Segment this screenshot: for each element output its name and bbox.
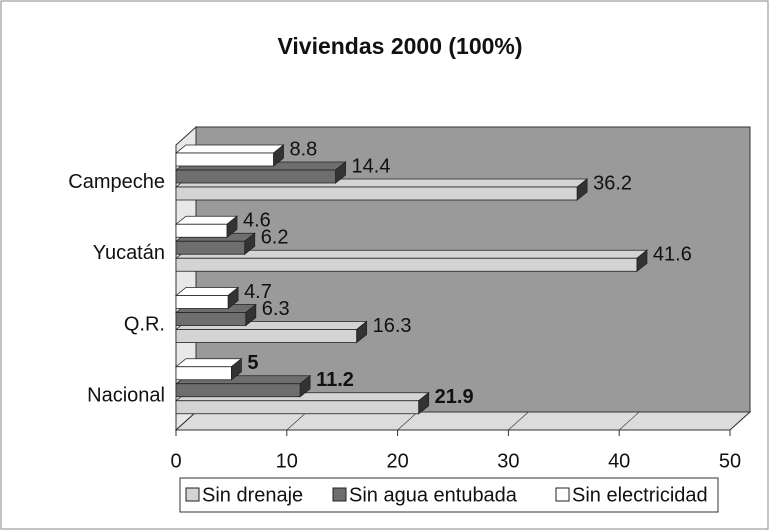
data-label: 5 <box>247 352 258 374</box>
x-tick-label: 30 <box>497 450 519 472</box>
grid-line <box>508 411 529 431</box>
bar-front <box>175 257 638 272</box>
legend-label: Sin electricidad <box>572 484 708 506</box>
bar-front <box>175 240 246 255</box>
x-tick-label: 20 <box>386 450 408 472</box>
bar-top <box>174 287 240 296</box>
bar <box>174 215 239 239</box>
bar-front <box>175 383 301 398</box>
bar-top <box>174 144 285 154</box>
grid-line <box>175 411 197 431</box>
y-tick-label: Campeche <box>68 171 165 193</box>
floor <box>174 411 752 431</box>
y-tick-label: Yucatán <box>93 242 165 264</box>
bar <box>174 374 312 398</box>
data-label: 6.3 <box>262 298 290 320</box>
bar <box>174 144 285 167</box>
bar <box>174 357 243 381</box>
bar-top <box>174 215 239 225</box>
bar <box>174 286 240 310</box>
x-tick-label: 40 <box>608 450 630 472</box>
legend-label: Sin agua entubada <box>349 484 518 506</box>
data-label: 36.2 <box>593 172 632 194</box>
grid-line <box>729 411 751 431</box>
x-tick-label: 50 <box>719 450 741 472</box>
data-label: 16.3 <box>373 315 412 337</box>
bar-front <box>175 312 247 326</box>
bar-top <box>174 358 243 368</box>
legend-swatch <box>555 487 570 502</box>
data-label: 4.7 <box>244 281 272 303</box>
legend-box <box>179 477 719 513</box>
bar <box>174 249 649 273</box>
y-tick-label: Q.R. <box>124 313 165 335</box>
data-label: 6.2 <box>261 227 289 249</box>
bar-front <box>175 223 228 238</box>
bar-front <box>175 366 232 381</box>
y-tick-label: Nacional <box>87 385 165 407</box>
x-tick-label: 10 <box>276 450 298 472</box>
bar-front <box>175 186 578 201</box>
data-label: 21.9 <box>435 386 474 408</box>
grid-line <box>286 411 308 431</box>
chart-title: Viviendas 2000 (100%) <box>277 33 522 59</box>
bar-front <box>175 169 336 184</box>
legend-label: Sin drenaje <box>202 484 303 506</box>
bar-front <box>175 329 358 343</box>
data-label: 4.6 <box>243 210 271 232</box>
legend-swatch <box>332 487 347 502</box>
bar-front <box>175 400 420 415</box>
data-label: 11.2 <box>316 369 354 391</box>
legend-swatch <box>185 487 200 502</box>
data-label: 14.4 <box>352 155 391 177</box>
data-label: 8.8 <box>290 138 318 160</box>
data-label: 41.6 <box>653 244 692 266</box>
x-tick-label: 0 <box>170 450 181 472</box>
bar-front <box>175 295 229 309</box>
bar-front <box>175 152 274 167</box>
grid-line <box>397 411 418 431</box>
grid-line <box>618 411 640 431</box>
